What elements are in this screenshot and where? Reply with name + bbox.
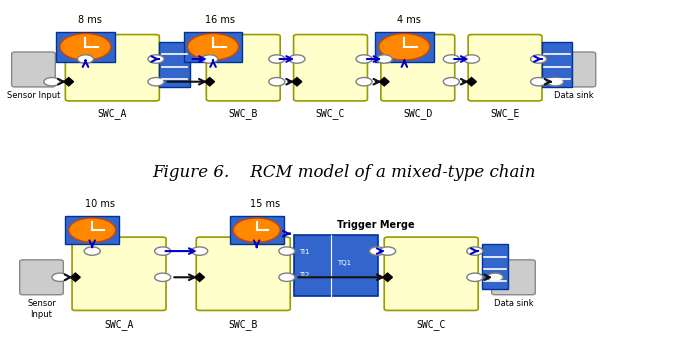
FancyBboxPatch shape: [65, 34, 159, 101]
FancyBboxPatch shape: [72, 237, 166, 310]
Circle shape: [379, 247, 396, 255]
Polygon shape: [71, 273, 80, 282]
Circle shape: [443, 55, 460, 63]
Polygon shape: [383, 273, 392, 282]
Text: SWC_B: SWC_B: [229, 319, 258, 330]
Circle shape: [202, 55, 218, 63]
Bar: [229, 216, 284, 244]
Circle shape: [356, 77, 372, 86]
Circle shape: [187, 33, 238, 60]
Circle shape: [530, 77, 547, 86]
Circle shape: [548, 77, 563, 86]
Circle shape: [464, 55, 479, 63]
Circle shape: [376, 55, 392, 63]
Bar: [159, 42, 189, 87]
Text: 8 ms: 8 ms: [78, 15, 101, 25]
Text: TQ1: TQ1: [337, 260, 351, 266]
Polygon shape: [205, 77, 215, 86]
FancyBboxPatch shape: [552, 52, 596, 87]
Text: SWC_D: SWC_D: [403, 108, 432, 119]
Text: SWC_C: SWC_C: [316, 108, 345, 119]
Circle shape: [155, 273, 171, 282]
Circle shape: [370, 247, 385, 255]
Text: 15 ms: 15 ms: [250, 199, 280, 209]
Bar: [56, 32, 115, 62]
Polygon shape: [195, 273, 204, 282]
Text: Data sink: Data sink: [554, 92, 594, 100]
Circle shape: [155, 247, 171, 255]
Bar: [65, 216, 119, 244]
FancyBboxPatch shape: [12, 52, 55, 87]
FancyBboxPatch shape: [492, 260, 535, 295]
FancyBboxPatch shape: [384, 237, 478, 310]
FancyBboxPatch shape: [196, 237, 290, 310]
Polygon shape: [64, 77, 74, 86]
Text: Trigger Merge: Trigger Merge: [337, 220, 415, 230]
FancyBboxPatch shape: [468, 34, 542, 101]
Text: Sensor
Input: Sensor Input: [27, 299, 56, 319]
Bar: [481, 244, 509, 289]
Circle shape: [379, 33, 430, 60]
Polygon shape: [379, 77, 389, 86]
Circle shape: [269, 55, 285, 63]
Circle shape: [60, 33, 111, 60]
Circle shape: [356, 55, 372, 63]
Circle shape: [84, 247, 100, 255]
Bar: [294, 235, 377, 296]
Bar: [542, 42, 572, 87]
Bar: [375, 32, 434, 62]
Circle shape: [466, 273, 483, 282]
Text: Sensor Input: Sensor Input: [7, 92, 60, 100]
Circle shape: [279, 247, 295, 255]
Circle shape: [289, 55, 305, 63]
Text: SWC_B: SWC_B: [229, 108, 258, 119]
Text: 4 ms: 4 ms: [397, 15, 421, 25]
Circle shape: [148, 55, 164, 63]
Bar: [184, 32, 242, 62]
Circle shape: [466, 247, 483, 255]
Text: SWC_A: SWC_A: [104, 319, 133, 330]
Circle shape: [233, 218, 280, 242]
FancyBboxPatch shape: [381, 34, 455, 101]
Text: SWC_A: SWC_A: [97, 108, 127, 119]
Polygon shape: [292, 77, 302, 86]
Circle shape: [44, 77, 60, 86]
Text: SWC_E: SWC_E: [490, 108, 520, 119]
Circle shape: [78, 55, 93, 63]
Circle shape: [52, 273, 68, 282]
Circle shape: [443, 77, 460, 86]
Text: 16 ms: 16 ms: [206, 15, 236, 25]
Text: Data sink: Data sink: [494, 299, 533, 308]
Text: 10 ms: 10 ms: [85, 199, 115, 209]
Circle shape: [191, 247, 208, 255]
Text: Ti1: Ti1: [299, 250, 309, 256]
Circle shape: [487, 273, 503, 282]
Circle shape: [269, 77, 285, 86]
Circle shape: [279, 273, 295, 282]
Text: Ti2: Ti2: [299, 272, 309, 278]
FancyBboxPatch shape: [294, 34, 368, 101]
FancyBboxPatch shape: [206, 34, 280, 101]
Circle shape: [148, 77, 164, 86]
FancyBboxPatch shape: [20, 260, 63, 295]
Text: Figure 6.    RCM model of a mixed-type chain: Figure 6. RCM model of a mixed-type chai…: [152, 164, 536, 181]
Circle shape: [530, 55, 547, 63]
Circle shape: [69, 218, 116, 242]
Polygon shape: [466, 77, 476, 86]
Text: SWC_C: SWC_C: [417, 319, 446, 330]
